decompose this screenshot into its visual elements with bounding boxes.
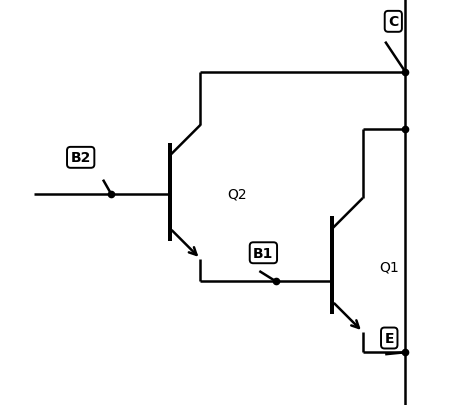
Text: Q1: Q1 [379, 260, 399, 274]
Text: B1: B1 [253, 246, 273, 260]
Text: C: C [388, 15, 399, 29]
Text: Q2: Q2 [227, 188, 247, 201]
Text: E: E [384, 331, 394, 345]
Text: B2: B2 [71, 151, 91, 165]
